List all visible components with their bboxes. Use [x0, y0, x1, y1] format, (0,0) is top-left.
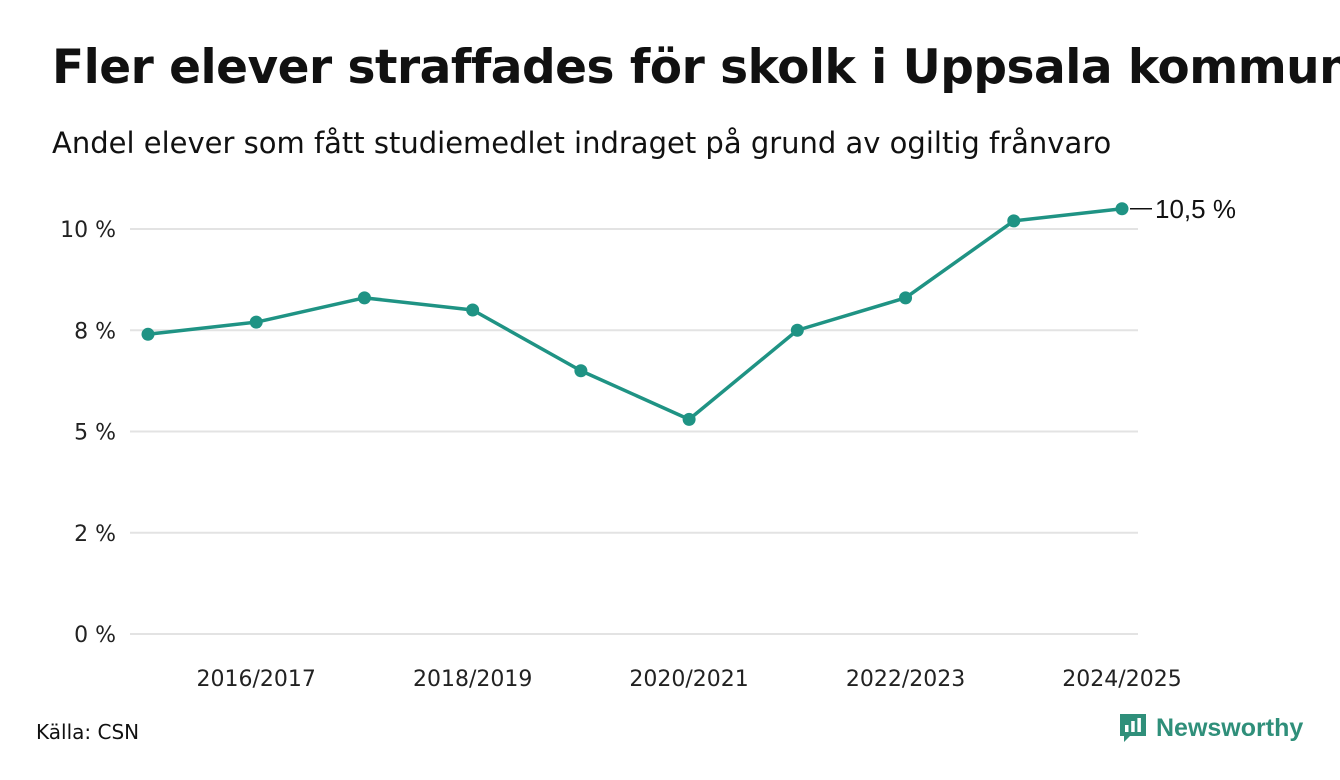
- y-tick-label: 5 %: [74, 421, 116, 446]
- y-axis-tick-labels: 0 % 2 % 5 % 8 % 10 %: [60, 218, 116, 648]
- chart-subtitle: Andel elever som fått studiemedlet indra…: [52, 126, 1112, 160]
- y-tick-label: 0 %: [74, 623, 116, 648]
- newsworthy-logo-icon: [1120, 714, 1146, 742]
- data-point: [574, 364, 588, 378]
- x-tick-label: 2016/2017: [197, 667, 316, 692]
- y-tick-label: 2 %: [74, 522, 116, 547]
- end-value-annotation: 10,5 %: [1130, 194, 1236, 224]
- data-point: [1007, 214, 1021, 228]
- x-axis-tick-labels: 2016/2017 2018/2019 2020/2021 2022/2023 2024…: [197, 667, 1182, 692]
- end-value-label: 10,5 %: [1155, 194, 1236, 224]
- data-point: [899, 291, 913, 305]
- x-tick-label: 2018/2019: [413, 667, 532, 692]
- x-tick-label: 2024/2025: [1062, 667, 1181, 692]
- series-line: [146, 207, 1124, 422]
- brand-logo[interactable]: Newsworthy: [1118, 712, 1303, 744]
- source-note: Källa: CSN: [36, 720, 140, 744]
- x-tick-label: 2020/2021: [629, 667, 748, 692]
- y-tick-label: 8 %: [74, 319, 116, 344]
- y-tick-label: 10 %: [60, 218, 116, 243]
- data-point: [1115, 202, 1129, 216]
- x-tick-label: 2022/2023: [846, 667, 965, 692]
- data-point: [790, 323, 804, 337]
- data-point: [466, 303, 480, 317]
- data-point: [141, 327, 155, 341]
- data-point: [249, 315, 263, 329]
- gridlines: [130, 228, 1138, 635]
- data-point: [682, 412, 696, 426]
- brand-name: Newsworthy: [1156, 713, 1304, 742]
- chart-title: Fler elever straffades för skolk i Uppsa…: [52, 40, 1340, 95]
- data-point: [357, 291, 371, 305]
- series-layer: [141, 202, 1129, 426]
